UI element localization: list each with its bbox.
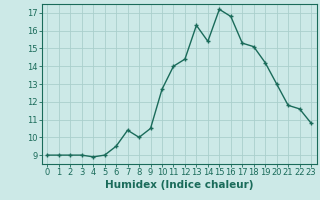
X-axis label: Humidex (Indice chaleur): Humidex (Indice chaleur) — [105, 180, 253, 190]
